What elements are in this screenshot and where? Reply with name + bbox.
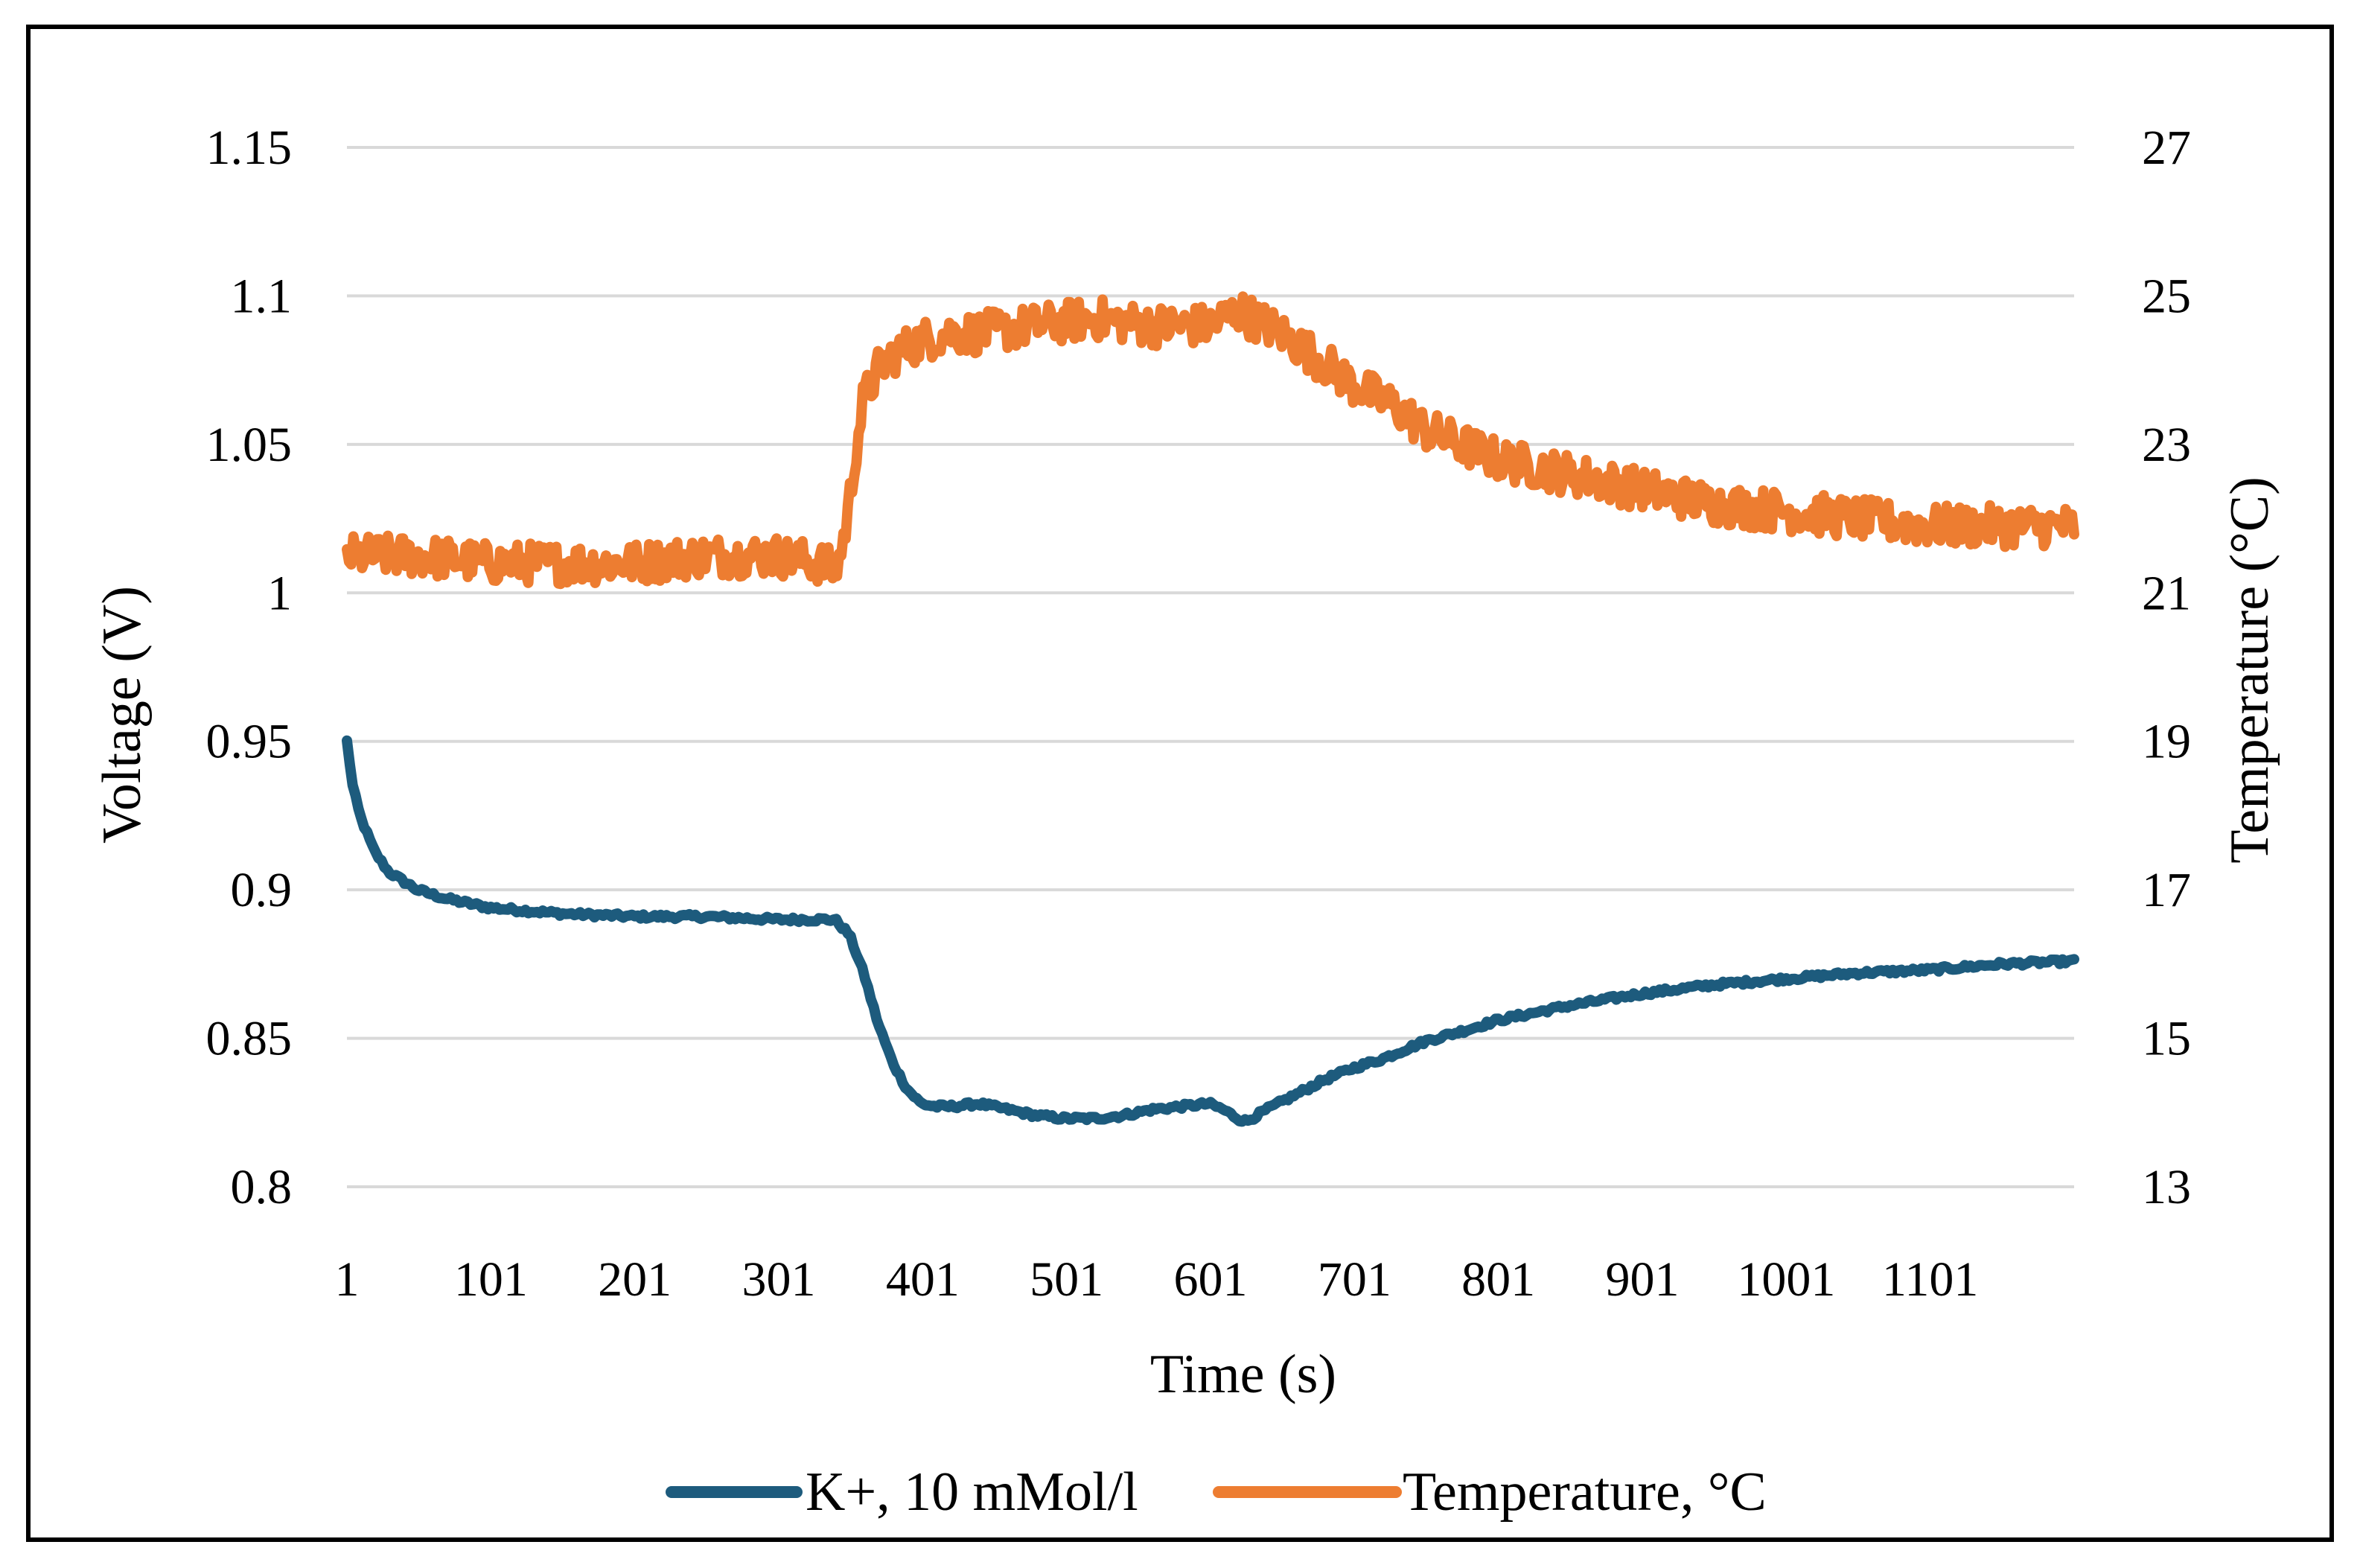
- legend-label-k: K+, 10 mMol/l: [806, 1462, 1138, 1523]
- y-axis-right: 13 15 17 19 21 23 25 27: [2142, 121, 2191, 1214]
- series-line-k: [342, 735, 2079, 1127]
- x-tick-label: 401: [886, 1252, 960, 1307]
- y2-tick-label: 27: [2142, 121, 2191, 175]
- x-tick-label: 1: [335, 1252, 360, 1307]
- series-line-temperature: [342, 291, 2079, 590]
- x-tick-label: 201: [598, 1252, 672, 1307]
- y-axis-title: Voltage (V): [92, 586, 153, 844]
- x-tick-label: 1101: [1882, 1252, 1979, 1307]
- legend-label-temperature: Temperature, °C: [1403, 1462, 1767, 1523]
- series-group: [342, 291, 2079, 1127]
- y2-tick-label: 19: [2142, 715, 2191, 769]
- x-tick-label: 801: [1461, 1252, 1535, 1307]
- y2-tick-label: 15: [2142, 1012, 2191, 1066]
- y2-axis-title: Temperature (°C): [2219, 477, 2280, 864]
- y-tick-label: 1.05: [206, 418, 293, 472]
- y-tick-label: 0.95: [206, 715, 293, 769]
- y2-tick-label: 17: [2142, 863, 2191, 917]
- y-tick-label: 0.9: [231, 863, 293, 917]
- x-tick-label: 301: [742, 1252, 816, 1307]
- x-axis-title: Time (s): [1150, 1344, 1336, 1405]
- chart-border: [26, 25, 2334, 1542]
- y-axis-left: 0.8 0.85 0.9 0.95 1 1.05 1.1 1.15: [206, 121, 293, 1214]
- x-tick-label: 701: [1318, 1252, 1391, 1307]
- x-tick-label: 601: [1174, 1252, 1248, 1307]
- y-tick-label: 1.1: [231, 269, 293, 323]
- y-tick-label: 0.8: [231, 1160, 293, 1214]
- y2-tick-label: 13: [2142, 1160, 2191, 1214]
- y2-tick-label: 21: [2142, 566, 2191, 620]
- y2-tick-label: 25: [2142, 269, 2191, 323]
- y2-tick-label: 23: [2142, 418, 2191, 472]
- x-tick-label: 501: [1030, 1252, 1103, 1307]
- y-tick-label: 1.15: [206, 121, 293, 175]
- y-tick-label: 0.85: [206, 1012, 293, 1066]
- y-tick-label: 1: [267, 566, 292, 620]
- gridlines: [347, 146, 2074, 1188]
- x-tick-label: 1001: [1737, 1252, 1835, 1307]
- x-tick-label: 101: [454, 1252, 528, 1307]
- legend: K+, 10 mMol/l Temperature, °C: [666, 1462, 1767, 1523]
- x-axis: 1 101 201 301 401 501 601 701 801 901 1001 1101: [335, 1252, 1979, 1307]
- x-tick-label: 901: [1606, 1252, 1680, 1307]
